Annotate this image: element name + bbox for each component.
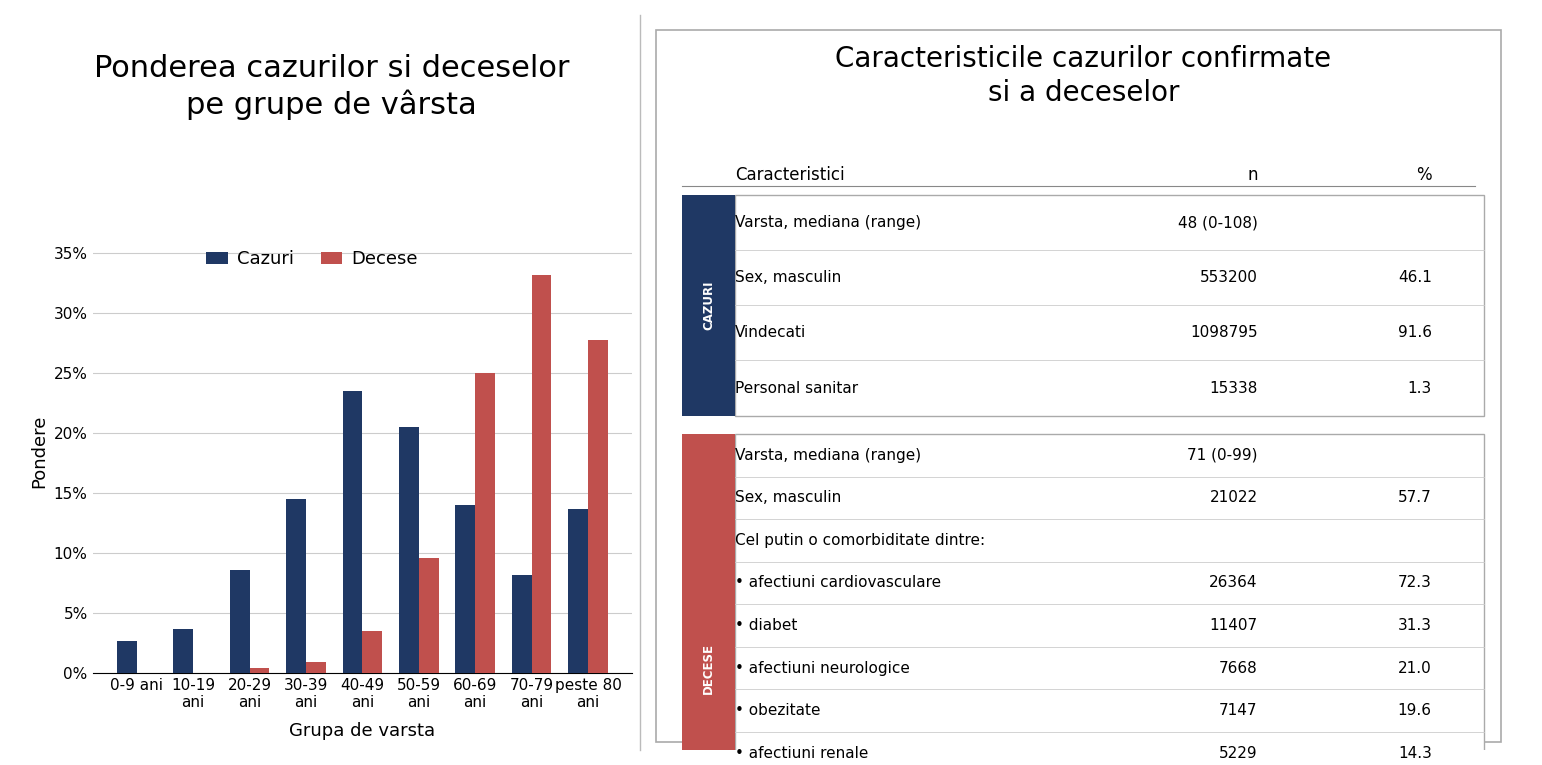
- Text: 5229: 5229: [1218, 746, 1257, 761]
- Text: Ponderea cazurilor si deceselor
pe grupe de vârsta: Ponderea cazurilor si deceselor pe grupe…: [94, 54, 569, 120]
- Legend: Cazuri, Decese: Cazuri, Decese: [199, 243, 426, 275]
- Text: 7668: 7668: [1218, 661, 1257, 675]
- Text: n: n: [1247, 166, 1257, 184]
- Text: Sex, masculin: Sex, masculin: [734, 490, 840, 506]
- Text: 14.3: 14.3: [1399, 746, 1431, 761]
- Bar: [399, 428, 419, 673]
- Bar: [588, 340, 608, 673]
- Text: 19.6: 19.6: [1397, 703, 1431, 718]
- Text: 21.0: 21.0: [1399, 661, 1431, 675]
- Bar: [419, 558, 438, 673]
- Text: 553200: 553200: [1200, 270, 1257, 285]
- Text: 31.3: 31.3: [1397, 618, 1431, 633]
- Text: 72.3: 72.3: [1399, 575, 1431, 591]
- Text: • afectiuni cardiovasculare: • afectiuni cardiovasculare: [734, 575, 941, 591]
- Bar: [455, 506, 475, 673]
- Bar: [117, 641, 137, 673]
- Text: 11407: 11407: [1209, 618, 1257, 633]
- Text: Varsta, mediana (range): Varsta, mediana (range): [734, 448, 921, 463]
- Text: 1098795: 1098795: [1190, 325, 1257, 340]
- Text: Caracteristicile cazurilor confirmate
si a deceselor: Caracteristicile cazurilor confirmate si…: [836, 44, 1331, 107]
- Text: Vindecati: Vindecati: [734, 325, 806, 340]
- Text: 71 (0-99): 71 (0-99): [1187, 448, 1257, 463]
- Text: 15338: 15338: [1209, 380, 1257, 396]
- Text: 26364: 26364: [1209, 575, 1257, 591]
- Bar: [173, 629, 193, 673]
- Bar: [287, 500, 305, 673]
- Text: Caracteristici: Caracteristici: [734, 166, 845, 184]
- Bar: [250, 669, 270, 673]
- Text: DECESE: DECESE: [702, 643, 715, 694]
- Bar: [532, 275, 552, 673]
- Text: %: %: [1416, 166, 1431, 184]
- Bar: [362, 631, 382, 673]
- Y-axis label: Pondere: Pondere: [31, 415, 48, 488]
- Text: 48 (0-108): 48 (0-108): [1178, 215, 1257, 230]
- Text: • obezitate: • obezitate: [734, 703, 820, 718]
- Text: 57.7: 57.7: [1399, 490, 1431, 506]
- Text: 1.3: 1.3: [1408, 380, 1431, 396]
- Text: Personal sanitar: Personal sanitar: [734, 380, 857, 396]
- Bar: [683, 434, 734, 765]
- Bar: [342, 392, 362, 673]
- Text: • afectiuni renale: • afectiuni renale: [734, 746, 868, 761]
- Text: • afectiuni neurologice: • afectiuni neurologice: [734, 661, 910, 675]
- Text: Cel putin o comorbiditate dintre:: Cel putin o comorbiditate dintre:: [734, 533, 985, 548]
- Text: • diabet: • diabet: [734, 618, 797, 633]
- Text: 91.6: 91.6: [1397, 325, 1431, 340]
- Text: Sex, masculin: Sex, masculin: [734, 270, 840, 285]
- Bar: [512, 575, 532, 673]
- Bar: [475, 373, 495, 673]
- X-axis label: Grupa de varsta: Grupa de varsta: [290, 721, 435, 740]
- Bar: [230, 570, 250, 673]
- Text: Varsta, mediana (range): Varsta, mediana (range): [734, 215, 921, 230]
- Text: CAZURI: CAZURI: [702, 281, 715, 330]
- Bar: [683, 195, 734, 415]
- Bar: [567, 509, 588, 673]
- Bar: [305, 662, 325, 673]
- Text: 21022: 21022: [1209, 490, 1257, 506]
- Text: 7147: 7147: [1220, 703, 1257, 718]
- Text: 46.1: 46.1: [1399, 270, 1431, 285]
